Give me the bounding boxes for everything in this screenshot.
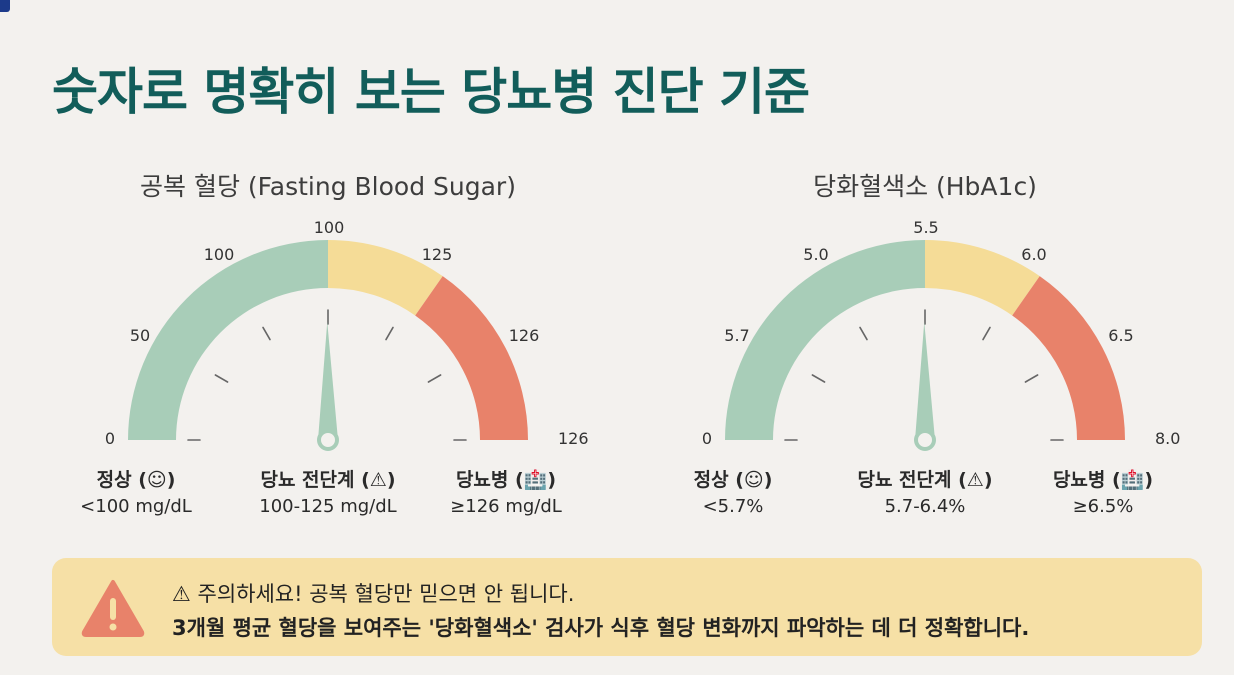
tick-label: 126 <box>558 429 589 448</box>
gauge-needle <box>318 322 338 441</box>
legend-prediabetes: 당뇨 전단계 (⚠) 5.7-6.4% <box>825 465 1025 517</box>
tick-label: 125 <box>422 245 453 264</box>
tick-label: 5.7 <box>724 326 749 345</box>
gauge-title: 당화혈색소 (HbA1c) <box>813 172 1037 201</box>
legend-label: 정상 (☺) <box>693 469 773 491</box>
alert-heading: ⚠ 주의하세요! 공복 혈당만 믿으면 안 됩니다. <box>172 582 575 606</box>
gauge-title: 공복 혈당 (Fasting Blood Sugar) <box>140 172 516 201</box>
legend-range: <5.7% <box>702 496 764 517</box>
gauge-tick-mark <box>859 326 868 341</box>
tick-label: 126 <box>509 326 540 345</box>
tick-label: 0 <box>702 429 712 448</box>
zone-normal-arc <box>128 240 328 440</box>
needle-pivot <box>914 429 936 451</box>
zone-prediabetes-arc <box>328 240 443 316</box>
gauge-tick-mark <box>214 374 229 383</box>
legend-label: 당뇨병 (🏥) <box>455 469 557 491</box>
tick-label: 6.5 <box>1108 326 1133 345</box>
legend-range: ≥6.5% <box>1072 496 1134 517</box>
legend-prediabetes: 당뇨 전단계 (⚠) 100-125 mg/dL <box>228 465 428 517</box>
zone-prediabetes-arc <box>925 240 1040 316</box>
legend-label: 당뇨 전단계 (⚠) <box>857 469 993 491</box>
gauge-tick-mark <box>1024 374 1039 383</box>
warning-triangle-icon <box>81 580 145 637</box>
legend-range: <100 mg/dL <box>80 496 192 517</box>
page-title: 숫자로 명확히 보는 당뇨병 진단 기준 <box>52 63 810 121</box>
needle-pivot <box>317 429 339 451</box>
legend-normal: 정상 (☺) <100 mg/dL <box>36 465 236 517</box>
gauge-panel-fasting: 공복 혈당 (Fasting Blood Sugar) 0 50 100 100… <box>48 165 608 535</box>
zone-diabetes-arc <box>1012 276 1125 440</box>
alert-body: 3개월 평균 혈당을 보여주는 '당화혈색소' 검사가 식후 혈당 변화까지 파… <box>172 616 1030 640</box>
gauge-panel-hba1c: 당화혈색소 (HbA1c) 0 5.7 5.0 5.5 6.0 6.5 8.0 … <box>645 165 1205 535</box>
legend-diabetes: 당뇨병 (🏥) ≥126 mg/dL <box>406 465 606 517</box>
gauge-fasting: 0 50 100 100 125 126 126 <box>105 218 589 451</box>
legend-range: ≥126 mg/dL <box>450 496 562 517</box>
zone-diabetes-arc <box>415 276 528 440</box>
gauge-ticks <box>187 309 467 441</box>
tick-label: 5.0 <box>803 245 828 264</box>
tick-label: 6.0 <box>1021 245 1046 264</box>
tick-label: 100 <box>204 245 235 264</box>
gauge-tick-mark <box>982 326 991 341</box>
tick-label: 100 <box>314 218 345 237</box>
gauge-needle <box>915 322 935 441</box>
legend-normal: 정상 (☺) <5.7% <box>633 465 833 517</box>
gauge-tick-mark <box>262 326 271 341</box>
tick-label: 5.5 <box>913 218 938 237</box>
gauge-hba1c: 0 5.7 5.0 5.5 6.0 6.5 8.0 <box>702 218 1180 451</box>
gauge-tick-mark <box>385 326 394 341</box>
tick-label: 50 <box>130 326 150 345</box>
gauge-tick-mark <box>811 374 826 383</box>
gauge-tick-mark <box>427 374 442 383</box>
legend-range: 5.7-6.4% <box>884 496 966 517</box>
legend-label: 정상 (☺) <box>96 469 176 491</box>
legend-range: 100-125 mg/dL <box>259 496 397 517</box>
warning-callout: ⚠ 주의하세요! 공복 혈당만 믿으면 안 됩니다. 3개월 평균 혈당을 보여… <box>52 558 1202 656</box>
legend-diabetes: 당뇨병 (🏥) ≥6.5% <box>1003 465 1203 517</box>
gauge-ticks <box>784 309 1064 441</box>
tick-label: 0 <box>105 429 115 448</box>
tick-label: 8.0 <box>1155 429 1180 448</box>
legend-label: 당뇨병 (🏥) <box>1052 469 1154 491</box>
zone-normal-arc <box>725 240 925 440</box>
app-corner-badge <box>0 0 10 12</box>
legend-label: 당뇨 전단계 (⚠) <box>260 469 396 491</box>
